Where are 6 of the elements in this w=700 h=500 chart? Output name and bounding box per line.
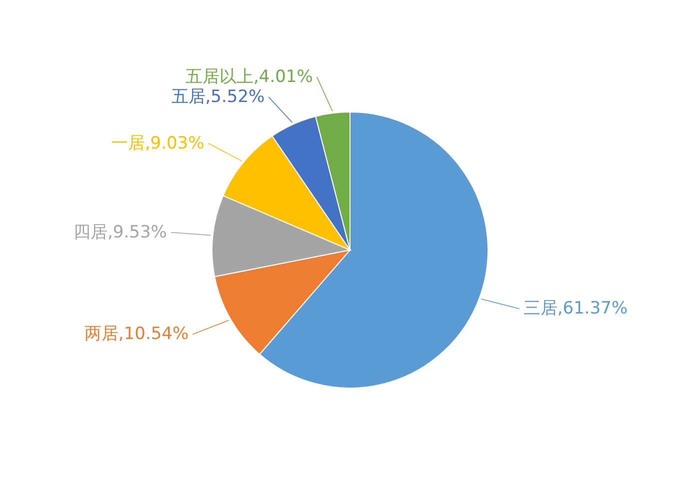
slice-label: 一居,9.03%	[110, 133, 204, 154]
slice-label: 五居,5.52%	[171, 86, 265, 107]
slice-label: 三居,61.37%	[523, 298, 628, 319]
slice-label: 四居,9.53%	[74, 222, 167, 242]
slice-label: 五居以上,4.01%	[185, 66, 313, 87]
slice-label: 两居,10.54%	[84, 324, 189, 344]
